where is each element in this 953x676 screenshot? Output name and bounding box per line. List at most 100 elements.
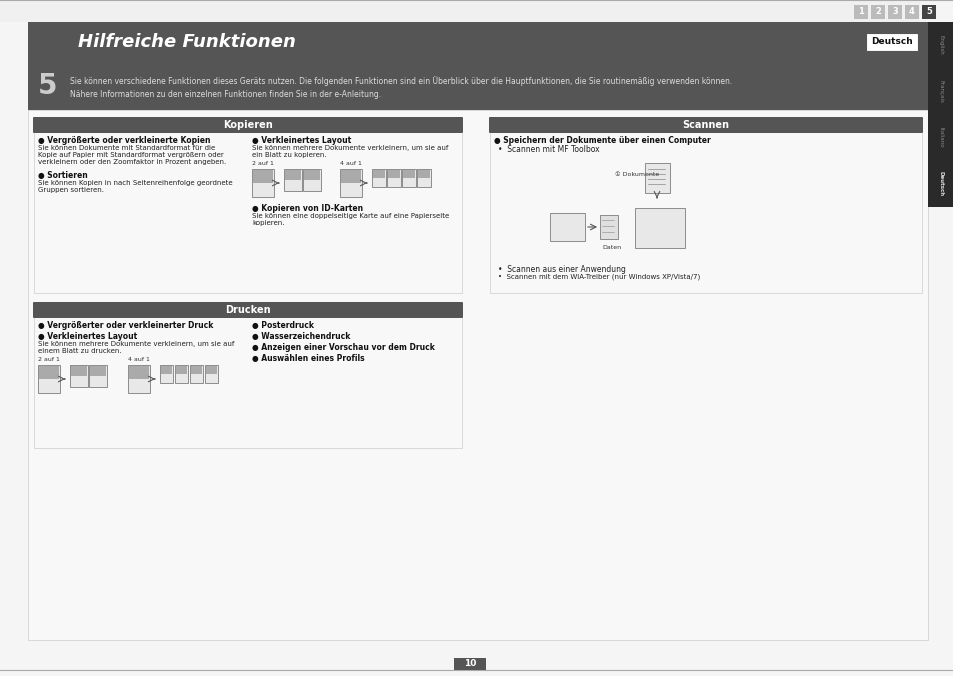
Text: ● Sortieren: ● Sortieren bbox=[38, 171, 88, 180]
Text: ① Dokumente: ① Dokumente bbox=[615, 172, 659, 178]
Bar bbox=[304, 170, 319, 180]
Bar bbox=[904, 5, 918, 19]
Bar bbox=[128, 365, 150, 393]
Text: ● Wasserzeichendruck: ● Wasserzeichendruck bbox=[252, 332, 350, 341]
Text: verkleinern oder den Zoomfaktor in Prozent angeben.: verkleinern oder den Zoomfaktor in Proze… bbox=[38, 159, 226, 165]
Text: English: English bbox=[938, 35, 943, 55]
Text: Sie können mehrere Dokumente verkleinern, um sie auf: Sie können mehrere Dokumente verkleinern… bbox=[252, 145, 448, 151]
Bar bbox=[416, 169, 431, 187]
Bar bbox=[174, 365, 188, 383]
Bar bbox=[253, 170, 273, 183]
FancyBboxPatch shape bbox=[33, 302, 462, 318]
Bar bbox=[39, 366, 59, 379]
Text: Sie können verschiedene Funktionen dieses Geräts nutzen. Die folgenden Funktione: Sie können verschiedene Funktionen diese… bbox=[70, 76, 732, 86]
Bar bbox=[303, 169, 320, 191]
Text: Kopie auf Papier mit Standardformat vergrößern oder: Kopie auf Papier mit Standardformat verg… bbox=[38, 152, 224, 158]
Bar bbox=[205, 365, 218, 383]
Text: ● Posterdruck: ● Posterdruck bbox=[252, 321, 314, 330]
Text: Scannen: Scannen bbox=[681, 120, 729, 130]
Bar bbox=[372, 169, 386, 187]
Bar bbox=[599, 215, 618, 239]
Bar bbox=[71, 366, 87, 376]
Text: 1: 1 bbox=[857, 7, 863, 16]
Bar bbox=[417, 170, 430, 178]
Text: einem Blatt zu drucken.: einem Blatt zu drucken. bbox=[38, 348, 121, 354]
Text: •  Scannen aus einer Anwendung: • Scannen aus einer Anwendung bbox=[497, 265, 625, 274]
Bar bbox=[191, 366, 202, 374]
Text: kopieren.: kopieren. bbox=[252, 220, 284, 226]
Text: •  Scannen mit MF Toolbox: • Scannen mit MF Toolbox bbox=[497, 145, 599, 154]
Text: 4: 4 bbox=[908, 7, 914, 16]
Bar bbox=[190, 365, 203, 383]
Text: Daten: Daten bbox=[601, 245, 620, 250]
Bar bbox=[161, 366, 172, 374]
Bar bbox=[34, 303, 461, 448]
Bar bbox=[644, 163, 669, 193]
Bar bbox=[284, 169, 302, 191]
Bar bbox=[206, 366, 216, 374]
Text: Deutsch: Deutsch bbox=[938, 171, 943, 197]
FancyBboxPatch shape bbox=[33, 117, 462, 133]
Bar bbox=[635, 208, 684, 248]
Bar bbox=[402, 170, 415, 178]
Text: 5: 5 bbox=[925, 7, 931, 16]
Text: 2 auf 1: 2 auf 1 bbox=[252, 161, 274, 166]
Text: 2 auf 1: 2 auf 1 bbox=[38, 357, 60, 362]
Bar bbox=[865, 33, 917, 51]
Bar bbox=[38, 365, 60, 393]
Bar bbox=[90, 366, 106, 376]
Text: Français: Français bbox=[938, 80, 943, 103]
Bar bbox=[28, 22, 927, 62]
Bar bbox=[0, 0, 919, 22]
Text: ● Auswählen eines Profils: ● Auswählen eines Profils bbox=[252, 354, 364, 363]
Bar bbox=[129, 366, 149, 379]
Text: Nähere Informationen zu den einzelnen Funktionen finden Sie in der e-Anleitung.: Nähere Informationen zu den einzelnen Fu… bbox=[70, 90, 381, 99]
Bar bbox=[339, 169, 361, 197]
Bar bbox=[921, 5, 935, 19]
Bar bbox=[252, 169, 274, 197]
Text: Deutsch: Deutsch bbox=[870, 37, 912, 47]
Text: •  Scannen mit dem WIA-Treiber (nur Windows XP/Vista/7): • Scannen mit dem WIA-Treiber (nur Windo… bbox=[497, 274, 700, 281]
Text: ● Verkleinertes Layout: ● Verkleinertes Layout bbox=[252, 136, 351, 145]
Bar bbox=[927, 22, 953, 207]
Bar bbox=[28, 62, 927, 110]
Bar bbox=[89, 365, 107, 387]
Text: ● Vergrößerte oder verkleinerte Kopien: ● Vergrößerte oder verkleinerte Kopien bbox=[38, 136, 211, 145]
Text: 4 auf 1: 4 auf 1 bbox=[339, 161, 361, 166]
Bar bbox=[285, 170, 301, 180]
Text: 3: 3 bbox=[891, 7, 897, 16]
Bar bbox=[373, 170, 385, 178]
Bar bbox=[160, 365, 172, 383]
Text: Kopieren: Kopieren bbox=[223, 120, 273, 130]
Bar bbox=[490, 118, 921, 293]
Text: Sie können Kopien in nach Seitenreihenfolge geordnete: Sie können Kopien in nach Seitenreihenfo… bbox=[38, 180, 233, 186]
Bar bbox=[340, 170, 360, 183]
Bar bbox=[401, 169, 416, 187]
Bar bbox=[870, 5, 884, 19]
Bar bbox=[28, 110, 927, 640]
Text: 4 auf 1: 4 auf 1 bbox=[128, 357, 150, 362]
Text: ● Kopieren von ID-Karten: ● Kopieren von ID-Karten bbox=[252, 204, 363, 213]
Text: ● Verkleinertes Layout: ● Verkleinertes Layout bbox=[38, 332, 137, 341]
Text: Drucken: Drucken bbox=[225, 305, 271, 315]
Text: Sie können Dokumente mit Standardformat für die: Sie können Dokumente mit Standardformat … bbox=[38, 145, 215, 151]
Text: Gruppen sortieren.: Gruppen sortieren. bbox=[38, 187, 104, 193]
Text: ● Anzeigen einer Vorschau vor dem Druck: ● Anzeigen einer Vorschau vor dem Druck bbox=[252, 343, 435, 352]
Text: 2: 2 bbox=[874, 7, 880, 16]
Bar bbox=[34, 118, 461, 293]
FancyBboxPatch shape bbox=[489, 117, 923, 133]
Bar bbox=[853, 5, 867, 19]
Text: Hilfreiche Funktionen: Hilfreiche Funktionen bbox=[78, 33, 295, 51]
Bar bbox=[388, 170, 399, 178]
Bar bbox=[887, 5, 901, 19]
Text: Italiano: Italiano bbox=[938, 127, 943, 148]
Bar bbox=[550, 213, 584, 241]
Bar bbox=[387, 169, 400, 187]
Text: ein Blatt zu kopieren.: ein Blatt zu kopieren. bbox=[252, 152, 326, 158]
Bar bbox=[175, 366, 187, 374]
Text: ● Speichern der Dokumente über einen Computer: ● Speichern der Dokumente über einen Com… bbox=[494, 136, 710, 145]
Text: 5: 5 bbox=[38, 72, 58, 100]
Text: Sie können eine doppelseitige Karte auf eine Papierseite: Sie können eine doppelseitige Karte auf … bbox=[252, 213, 449, 219]
Text: ● Vergrößerter oder verkleinerter Druck: ● Vergrößerter oder verkleinerter Druck bbox=[38, 321, 213, 330]
Text: Sie können mehrere Dokumente verkleinern, um sie auf: Sie können mehrere Dokumente verkleinern… bbox=[38, 341, 234, 347]
